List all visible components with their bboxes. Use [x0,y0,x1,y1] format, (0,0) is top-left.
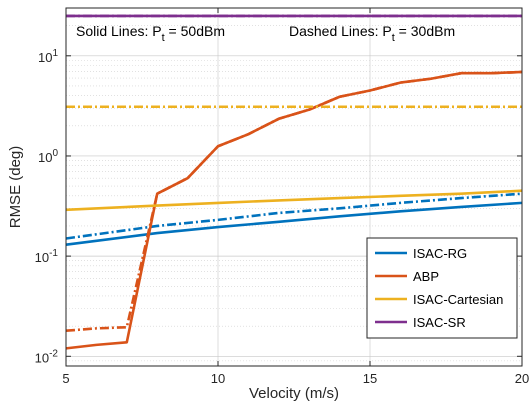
y-tick-label: 101 [38,48,58,65]
y-tick-exponent: -2 [49,348,58,359]
tick-marks [65,8,523,366]
isac-cartesian-solid-line [65,189,523,212]
y-tick-label: 100 [38,148,58,165]
legend-label-isac-rg: ISAC-RG [413,246,467,261]
y-tick-label: 10-1 [35,248,59,265]
abp-dashed-line [65,70,523,333]
y-tick-base: 10 [38,150,52,165]
annotation-subscript: t [392,32,395,44]
annotation-value: = 30dBm [395,23,455,39]
x-tick-label: 15 [363,371,377,386]
y-axis-label: RMSE (deg) [7,146,24,229]
plot-frame [65,7,523,367]
legend-label-abp: ABP [413,269,439,284]
isac-rg-solid-line [65,201,523,246]
x-tick-label: 20 [515,371,529,386]
annotation-dashed-lines: Dashed Lines: Pt = 30dBm [289,23,455,44]
x-axis-label: Velocity (m/s) [249,385,339,402]
annotation-text: Solid Lines: P [76,23,162,39]
annotation-subscript: t [162,32,165,44]
x-tick-label: 10 [211,371,225,386]
isac-rg-dashed-line [65,192,523,240]
annotation-value: = 50dBm [165,23,225,39]
legend: ISAC-RG ABP ISAC-Cartesian ISAC-SR [366,237,518,339]
y-tick-exponent: 1 [52,48,58,59]
y-tick-base: 10 [35,250,49,265]
y-tick-label: 10-2 [35,348,59,365]
annotation-solid-lines: Solid Lines: Pt = 50dBm [76,23,225,44]
legend-label-isac-sr: ISAC-SR [413,315,466,330]
y-tick-base: 10 [38,50,52,65]
x-tick-label: 5 [62,371,69,386]
y-tick-base: 10 [35,350,49,365]
legend-items: ISAC-RG ABP ISAC-Cartesian ISAC-SR [375,246,503,330]
y-tick-exponent: -1 [49,248,58,259]
plot-area [65,7,523,367]
annotation-text: Dashed Lines: P [289,23,392,39]
legend-label-isac-cartesian: ISAC-Cartesian [413,292,503,307]
series-layer [65,14,523,350]
grid-layer [65,7,523,367]
y-tick-exponent: 0 [52,148,58,159]
